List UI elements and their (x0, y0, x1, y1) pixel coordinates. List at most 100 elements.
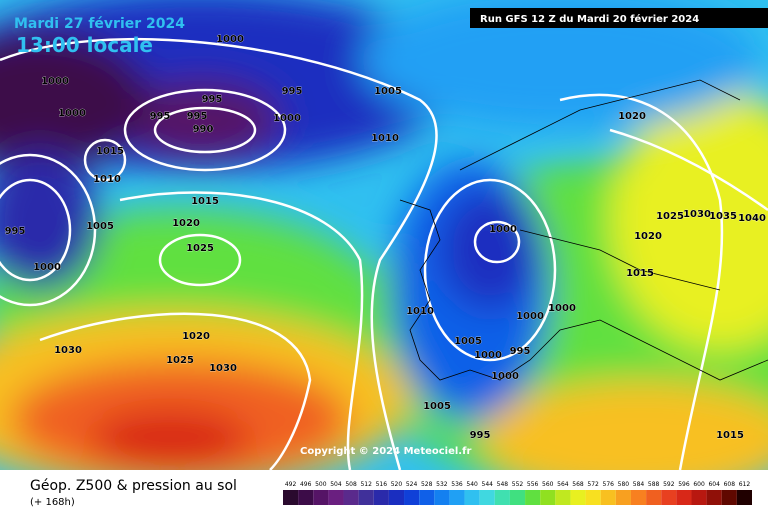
colorbar-cell (434, 490, 450, 505)
colorbar-cell (736, 490, 752, 505)
coastlines (399, 79, 768, 381)
isobar-label: 1000 (516, 311, 544, 322)
isobar-label: 1000 (58, 108, 86, 119)
isobar-label: 1010 (371, 133, 399, 144)
colorbar-label: 600 (693, 481, 705, 488)
copyright: Copyright © 2024 Meteociel.fr (300, 446, 471, 457)
colorbar-cell (479, 490, 495, 505)
colorbar-cell (691, 490, 707, 505)
isobar-label: 1035 (709, 211, 737, 222)
colorbar-label: 536 (451, 481, 463, 488)
footer-lead: (+ 168h) (30, 497, 75, 508)
isobar-label: 1030 (683, 209, 711, 220)
colorbar-cell (509, 490, 526, 505)
isobar-label: 1040 (738, 213, 766, 224)
colorbar-cell (721, 490, 737, 505)
footer-title: Géop. Z500 & pression au sol (30, 478, 237, 494)
isobar-label: 995 (470, 430, 491, 441)
colorbar-label: 556 (527, 481, 539, 488)
colorbar-cell (646, 490, 662, 505)
colorbar-label: 500 (315, 481, 327, 488)
colorbar-label: 496 (300, 481, 312, 488)
colorbar-cell (343, 490, 359, 505)
isobar-label: 995 (187, 111, 208, 122)
colorbar-cell (525, 490, 541, 505)
colorbar-label: 540 (466, 481, 478, 488)
colorbar-cell (661, 490, 677, 505)
colorbar-cell (630, 490, 647, 505)
isobar-label: 1000 (489, 224, 517, 235)
colorbar-cell (464, 490, 480, 505)
colorbar-label: 548 (497, 481, 509, 488)
run-label: Run GFS 12 Z du Mardi 20 février 2024 (480, 13, 699, 25)
isobar-label: 1025 (186, 243, 214, 254)
date-label: Mardi 27 février 2024 (14, 16, 185, 32)
isobar-label: 1005 (454, 336, 482, 347)
colorbar-cell (676, 490, 692, 505)
colorbar-cell (555, 490, 571, 505)
map-field (0, 0, 768, 470)
colorbar-label: 544 (482, 481, 494, 488)
colorbar-cell (404, 490, 420, 505)
colorbar-cell (328, 490, 344, 505)
colorbar-cell (494, 490, 510, 505)
isobar-label: 1000 (273, 113, 301, 124)
colorbar-cell (615, 490, 631, 505)
colorbar-cell (283, 490, 299, 505)
colorbar-label: 592 (663, 481, 675, 488)
colorbar-label: 520 (391, 481, 403, 488)
colorbar-label: 492 (285, 481, 297, 488)
colorbar-label: 612 (739, 481, 751, 488)
colorbar-label: 572 (587, 481, 599, 488)
colorbar-cell (313, 490, 329, 505)
colorbar-label: 508 (345, 481, 357, 488)
isobar-label: 995 (282, 86, 303, 97)
isobar-label: 1015 (96, 146, 124, 157)
isobar-label: 995 (510, 346, 531, 357)
isobar-label: 1020 (618, 111, 646, 122)
isobar-label: 1000 (548, 303, 576, 314)
colorbar-cell (373, 490, 389, 505)
isobar-label: 995 (150, 111, 171, 122)
colorbar-cell (388, 490, 405, 505)
colorbar-cell (570, 490, 586, 505)
isobar-label: 1015 (626, 268, 654, 279)
colorbar-label: 588 (648, 481, 660, 488)
colorbar-label: 568 (572, 481, 584, 488)
isobar-label: 1005 (374, 86, 402, 97)
colorbar-label: 584 (633, 481, 645, 488)
colorbar-label: 532 (436, 481, 448, 488)
colorbar-label: 504 (330, 481, 342, 488)
isobar-label: 1005 (423, 401, 451, 412)
isobar-label: 990 (193, 124, 214, 135)
isobar-label: 1025 (166, 355, 194, 366)
isobar-label: 1000 (216, 34, 244, 45)
colorbar-cell (358, 490, 374, 505)
colorbar-label: 576 (603, 481, 615, 488)
colorbar-label: 528 (421, 481, 433, 488)
isobar-label: 1010 (406, 306, 434, 317)
isobar-label: 1000 (474, 350, 502, 361)
run-banner (470, 8, 768, 28)
isobar-label: 1025 (656, 211, 684, 222)
isobar-label: 1000 (491, 371, 519, 382)
colorbar-label: 552 (512, 481, 524, 488)
isobar-label: 1000 (33, 262, 61, 273)
isobar-label: 995 (5, 226, 26, 237)
colorbar-cell (419, 490, 435, 505)
isobar-label: 1030 (54, 345, 82, 356)
colorbar-label: 512 (360, 481, 372, 488)
colorbar-label: 516 (376, 481, 388, 488)
colorbar-cell (449, 490, 465, 505)
colorbar-cell (540, 490, 556, 505)
isobar-label: 1020 (172, 218, 200, 229)
colorbar-label: 596 (678, 481, 690, 488)
colorbar-label: 604 (708, 481, 720, 488)
isobar-label: 1005 (86, 221, 114, 232)
isobar-label: 1015 (191, 196, 219, 207)
isobars (0, 37, 768, 470)
colorbar-cell (600, 490, 616, 505)
isobar-label: 995 (202, 94, 223, 105)
time-label: 13:00 locale (16, 33, 153, 57)
